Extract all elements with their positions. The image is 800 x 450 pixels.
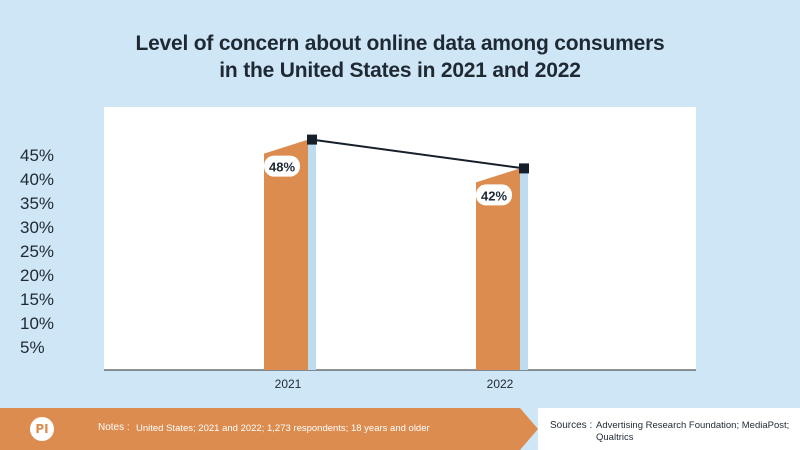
bar-shadow: [520, 168, 528, 370]
y-tick-label: 20%: [20, 266, 54, 285]
sources-text: Advertising Research Foundation; MediaPo…: [596, 420, 790, 443]
y-tick-label: 35%: [20, 194, 54, 213]
y-tick-label: 40%: [20, 170, 54, 189]
data-label: 42%: [481, 188, 507, 203]
y-tick-label: 10%: [20, 314, 54, 333]
trend-line: [311, 138, 525, 170]
bar-shadow: [308, 139, 316, 370]
data-label: 48%: [269, 160, 295, 175]
notes-text: United States; 2021 and 2022; 1,273 resp…: [136, 423, 430, 434]
trend-marker-2022: [519, 163, 529, 174]
y-tick-label: 15%: [20, 290, 54, 309]
y-tick-label: 45%: [20, 146, 54, 165]
bar-2021: [264, 139, 308, 370]
brand-logo: PI: [30, 417, 54, 441]
x-tick-label: 2022: [487, 377, 514, 391]
footer-sources-panel: [538, 408, 800, 450]
y-tick-label: 5%: [20, 338, 45, 357]
notes-label: Notes :: [98, 422, 130, 433]
data-label-pill: [476, 184, 512, 206]
y-tick-label: 25%: [20, 242, 54, 261]
chart-title-line-1: Level of concern about online data among…: [135, 32, 665, 55]
data-label-pill: [264, 155, 300, 177]
x-tick-label: 2021: [275, 377, 302, 391]
y-tick-label: 30%: [20, 218, 54, 237]
chart-title-line-2: in the United States in 2021 and 2022: [219, 59, 581, 82]
bar-2022: [476, 168, 520, 370]
sources-label: Sources :: [550, 420, 593, 431]
plot-area: [104, 107, 696, 370]
footer-notes-band: [0, 408, 538, 450]
chart-title: Level of concern about online data among…: [0, 30, 800, 84]
trend-marker-2021: [307, 134, 317, 145]
chart: 5% 10% 15% 20% 25% 30% 35% 40% 45% 2021 2022 48% 42%: [20, 107, 696, 391]
